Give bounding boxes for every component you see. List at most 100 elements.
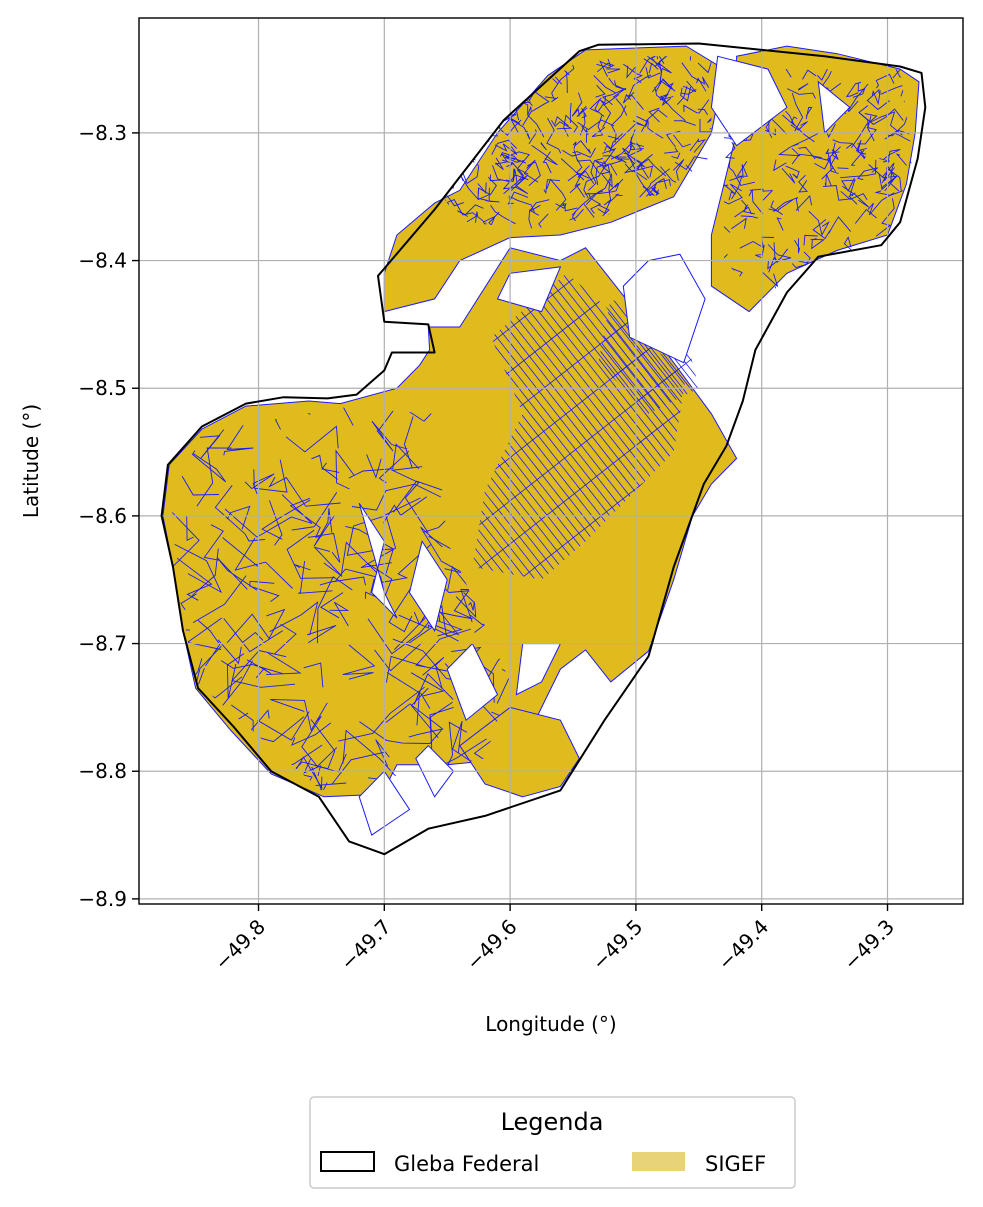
parcel-line [472, 273, 687, 580]
unregistered-area-1 [496, 266, 562, 313]
parcel-line [648, 62, 659, 74]
parcel-line [338, 686, 425, 742]
legend-swatch-gleba-federal [320, 1151, 375, 1172]
parcel-line [472, 273, 687, 580]
parcel-line [482, 273, 687, 580]
unregistered-area-3 [817, 80, 851, 134]
parcel-line [569, 208, 584, 221]
parcel-line [393, 616, 463, 651]
parcel-line [495, 157, 504, 171]
parcel-line [781, 168, 796, 184]
parcel-line [607, 193, 623, 204]
parcel-line [472, 273, 687, 580]
parcel-line [528, 209, 539, 229]
parcel-line [562, 149, 581, 157]
parcel-line [598, 298, 699, 414]
parcel-line [767, 244, 792, 263]
parcel-line [842, 185, 870, 208]
parcel-line [472, 273, 687, 580]
parcel-line [472, 273, 687, 580]
parcel-line [388, 580, 417, 633]
parcel-line [588, 157, 604, 191]
parcel-line [638, 56, 656, 74]
parcel-line [477, 187, 488, 201]
parcel-line [832, 139, 852, 144]
parcel-line [871, 89, 881, 106]
parcel-line [673, 120, 696, 126]
parcel-line [494, 143, 518, 155]
parcel-line [790, 133, 819, 148]
parcel-line [321, 462, 340, 473]
parcel-line [845, 81, 862, 98]
parcel-line [303, 662, 324, 688]
parcel-line [543, 179, 561, 195]
parcel-line [507, 191, 529, 205]
parcel-line [386, 672, 431, 709]
parcel-line [266, 652, 302, 676]
parcel-line [577, 119, 615, 131]
parcel-line [527, 106, 532, 116]
parcel-line [770, 69, 792, 78]
parcel-line [598, 298, 699, 414]
parcel-line [645, 109, 668, 122]
x-tick-label: −49.5 [587, 915, 647, 975]
parcel-line [814, 156, 839, 174]
parcel-line [624, 163, 654, 178]
parcel-line [472, 273, 687, 580]
parcel-line [385, 703, 444, 738]
parcel-line [472, 273, 687, 580]
parcel-line [472, 273, 687, 580]
parcel-line [882, 162, 900, 192]
parcel-line [285, 425, 339, 453]
parcel-line [268, 500, 283, 546]
parcel-line [595, 84, 606, 98]
parcel-line [472, 273, 687, 580]
parcel-line [641, 119, 649, 132]
parcel-line [382, 496, 427, 524]
parcel-line [855, 139, 867, 155]
parcel-line [749, 188, 774, 201]
parcel-line [755, 244, 765, 259]
parcel-line [472, 273, 687, 580]
parcel-line [505, 151, 530, 175]
y-tick-label: −8.7 [78, 632, 127, 656]
parcel-line [374, 642, 423, 672]
parcel-line [673, 134, 691, 148]
parcel-line [572, 141, 577, 150]
parcel-line [472, 273, 687, 580]
parcel-line [629, 129, 645, 147]
parcel-line [472, 273, 687, 580]
parcel-line [651, 56, 670, 70]
parcel-line [762, 272, 779, 287]
gleba-federal-boundary [160, 42, 927, 856]
parcel-line [298, 560, 333, 594]
parcel-line [403, 416, 414, 468]
axes-frame [138, 17, 964, 905]
parcel-line [798, 174, 808, 193]
parcel-line [472, 273, 687, 580]
parcel-line [274, 623, 297, 655]
parcel-line [681, 62, 710, 88]
parcel-line [538, 213, 549, 228]
parcel-line [683, 99, 710, 114]
parcel-line [655, 78, 676, 93]
parcel-line [324, 407, 354, 426]
parcel-line [351, 483, 441, 511]
parcel-line [268, 476, 341, 507]
parcel-line [551, 120, 573, 130]
parcel-line [331, 751, 385, 785]
parcel-line [867, 100, 890, 111]
parcel-line [193, 429, 225, 459]
parcel-line [682, 80, 697, 93]
sigef-region-0 [162, 247, 738, 798]
y-tick-label: −8.3 [78, 121, 127, 145]
parcel-line [851, 113, 878, 148]
parcel-line [472, 273, 687, 580]
parcel-line [342, 644, 376, 680]
parcel-line [571, 190, 604, 216]
legend-title: Legenda [501, 1108, 604, 1136]
parcel-line [472, 273, 687, 580]
parcel-line [645, 56, 672, 74]
parcel-line [593, 75, 616, 94]
parcel-line [452, 721, 475, 764]
